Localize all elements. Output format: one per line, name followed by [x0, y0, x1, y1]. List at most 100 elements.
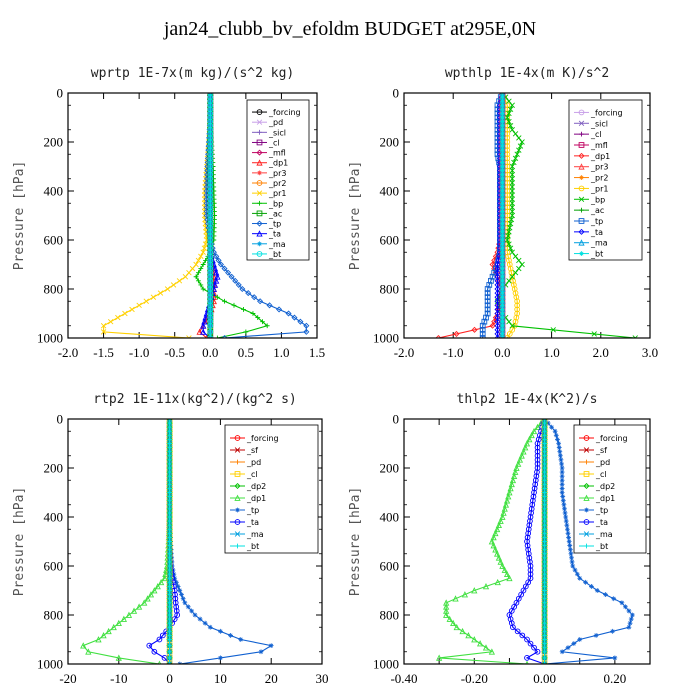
x-tick-label: 0: [166, 671, 173, 686]
data-point: [167, 441, 172, 446]
data-point: [526, 554, 533, 561]
data-point: [198, 282, 204, 288]
data-point: [527, 518, 533, 524]
legend-entry-sicl: _sicl: [252, 128, 286, 137]
data-point: [266, 302, 273, 309]
data-point: [218, 628, 223, 634]
data-point: [515, 595, 522, 602]
data-point: [497, 517, 504, 524]
data-point: [115, 619, 122, 627]
data-point: [488, 538, 495, 545]
data-point: [494, 550, 501, 557]
legend-marker: [578, 109, 585, 116]
data-point: [490, 534, 497, 541]
data-point: [276, 306, 283, 313]
data-point: [566, 535, 571, 540]
data-point: [488, 277, 494, 284]
data-point: [558, 457, 564, 463]
data-point: [509, 188, 515, 194]
legend-entry-ta: _ta: [574, 228, 603, 237]
data-point: [506, 118, 512, 125]
data-point: [542, 563, 547, 569]
data-point: [516, 135, 522, 141]
legend-label: _bt: [268, 250, 281, 259]
data-point: [167, 620, 172, 626]
data-point: [509, 249, 515, 255]
legend-label: _forcing: [590, 108, 623, 117]
data-point: [542, 645, 547, 651]
data-point: [534, 452, 541, 459]
data-point: [494, 273, 501, 280]
data-point: [167, 535, 172, 540]
data-point: [507, 265, 514, 272]
data-point: [542, 567, 547, 573]
legend-entry-ma: _ma: [579, 530, 613, 539]
data-point: [500, 111, 505, 116]
data-point: [207, 98, 214, 105]
data-point: [207, 167, 214, 174]
data-point: [557, 453, 563, 459]
y-tick-label: 600: [380, 233, 400, 248]
legend-marker: [578, 196, 585, 203]
data-point: [200, 262, 206, 267]
data-point: [542, 522, 547, 528]
y-tick-label: 400: [380, 510, 400, 525]
data-point: [500, 217, 505, 222]
data-point: [623, 604, 628, 610]
legend-marker: [257, 170, 262, 176]
data-point: [207, 261, 214, 268]
data-point: [542, 481, 547, 487]
data-point: [471, 636, 478, 643]
data-point: [167, 616, 172, 622]
legend-label: _ma: [246, 530, 264, 539]
y-tick-label: 1000: [37, 657, 63, 672]
data-point: [542, 633, 547, 638]
data-point: [500, 327, 505, 333]
legend-label: _ac: [268, 209, 282, 218]
data-point: [176, 278, 183, 284]
data-point: [499, 513, 506, 520]
data-point: [241, 307, 246, 312]
data-point: [186, 335, 192, 338]
series-line-dp1: [438, 93, 503, 338]
data-point: [507, 122, 514, 129]
data-point: [542, 441, 547, 446]
data-point: [500, 213, 505, 218]
data-point: [530, 493, 537, 500]
legend: _forcing _sf _pd _cl _dp2 _dp1 _tp _ta _ma _bt: [573, 424, 647, 554]
data-point: [542, 620, 547, 626]
legend-entry-ta: _ta: [579, 518, 608, 527]
data-point: [207, 139, 214, 145]
data-point: [509, 102, 515, 108]
data-point: [561, 502, 567, 508]
data-point: [541, 419, 548, 422]
data-point: [507, 106, 514, 113]
data-point: [509, 171, 515, 178]
legend-label: _forcing: [268, 108, 301, 117]
data-point: [630, 612, 635, 618]
data-point: [565, 645, 571, 651]
data-point: [167, 628, 172, 634]
data-point: [509, 184, 515, 190]
data-point: [207, 216, 214, 223]
legend-label: _tp: [590, 217, 603, 226]
data-point: [509, 200, 515, 206]
data-point: [159, 632, 166, 639]
data-point: [527, 571, 534, 578]
data-point: [628, 616, 634, 622]
data-point: [490, 542, 497, 549]
data-point: [481, 318, 488, 325]
data-point: [569, 555, 574, 561]
data-point: [525, 526, 532, 533]
legend-marker: [579, 175, 584, 180]
y-tick-label: 200: [44, 461, 64, 476]
data-point: [207, 114, 214, 121]
legend-label: _pd: [246, 458, 261, 467]
data-point: [492, 546, 499, 553]
data-point: [542, 661, 547, 664]
legend-entry-bt: _bt: [579, 542, 608, 551]
legend: _forcing_pd_sicl_cl_mfl_dp1_pr3_pr2_pr1_…: [246, 99, 310, 261]
legend-label: _ta: [590, 228, 603, 237]
data-point: [207, 233, 214, 239]
legend-marker: [234, 482, 241, 490]
